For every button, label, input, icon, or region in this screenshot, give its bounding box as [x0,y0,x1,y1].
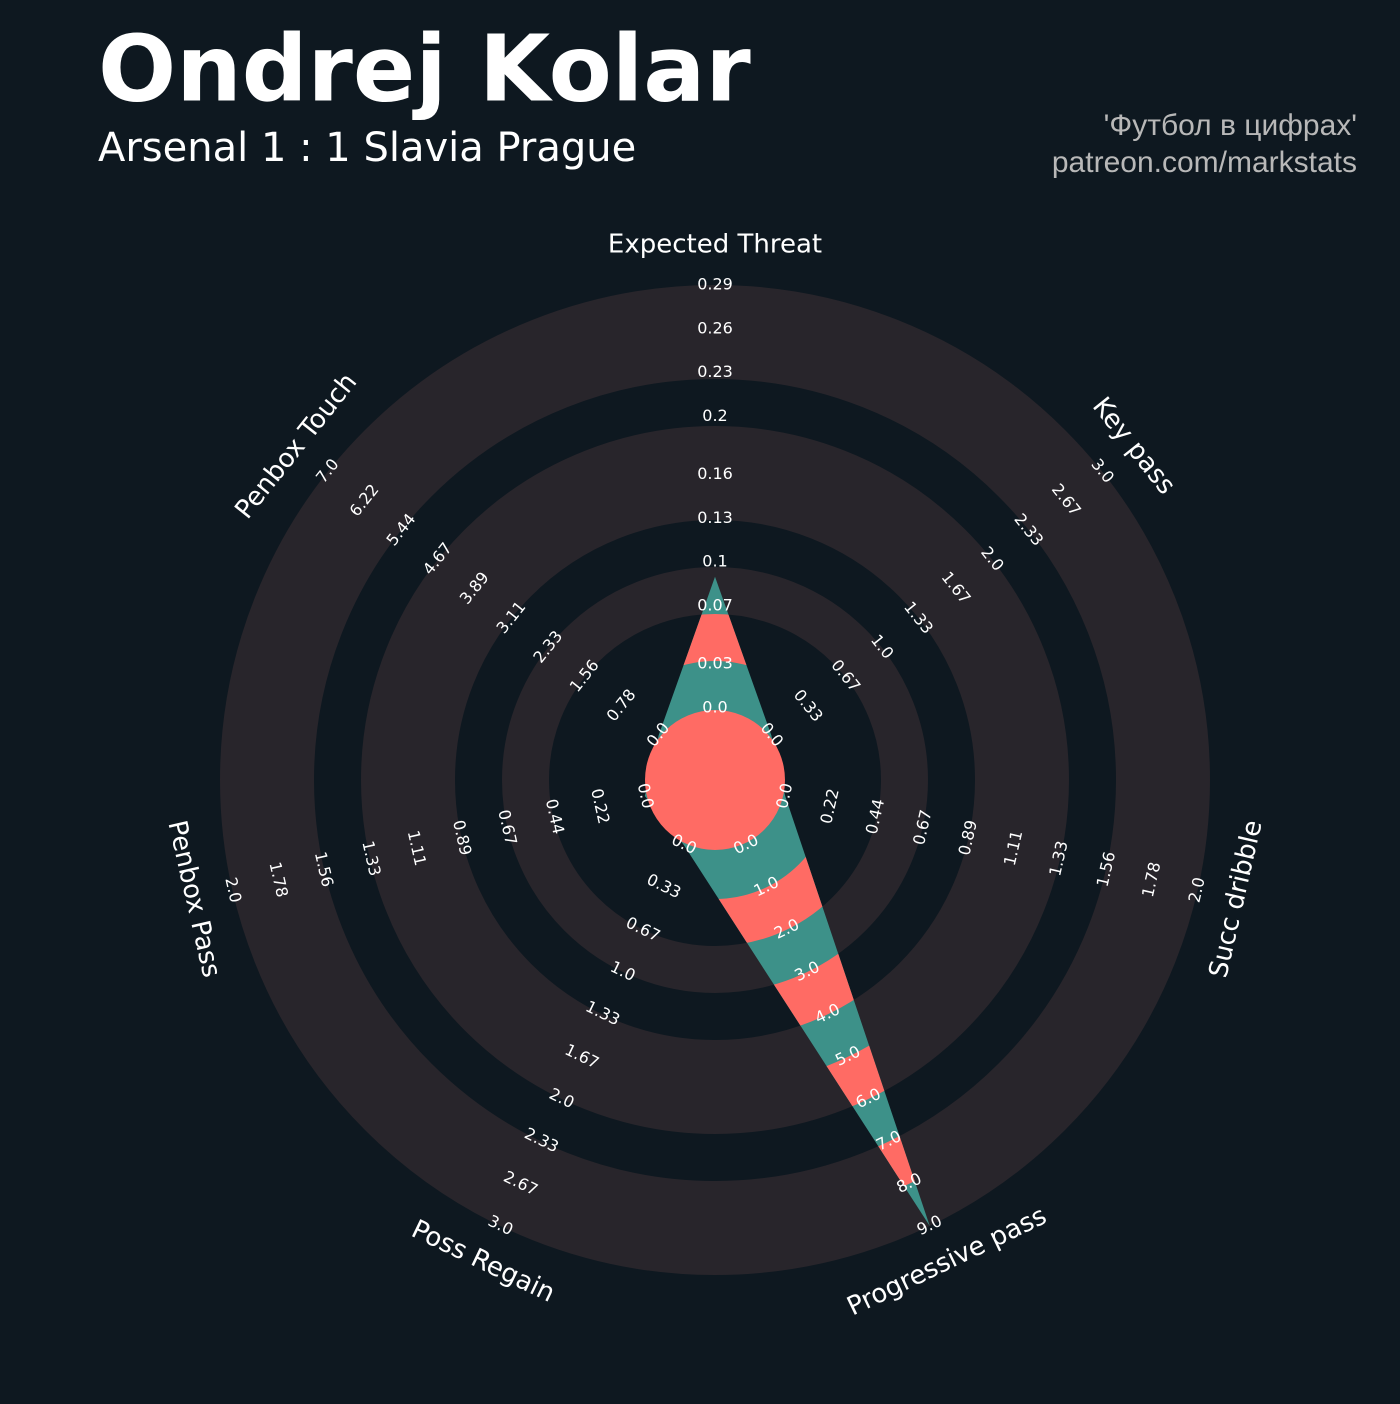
tick-label: 0.07 [697,595,733,614]
param-label: Penbox Pass [161,818,226,981]
ring [220,285,1210,1275]
tick-label: 0.78 [603,685,640,725]
param-label: Expected Threat [608,230,822,260]
rings [220,285,1210,1275]
tick-label: 0.16 [697,464,733,483]
inner-circle [645,710,785,850]
credit: patreon.com/markstats [1052,146,1357,179]
credit: 'Футбол в цифрах' [1104,109,1357,142]
tick-label: 0.33 [790,686,827,726]
tick-label: 0.26 [697,318,733,337]
tick-label: 0.13 [697,508,733,527]
chart-subtitle: Arsenal 1 : 1 Slavia Prague [98,125,636,171]
tick-label: 0.33 [644,870,684,903]
tick-label: 0.29 [697,275,733,294]
tick-label: 0.1 [702,552,727,571]
tick-label: 0.23 [697,362,733,381]
tick-label: 0.22 [587,787,613,826]
tick-label: 0.0 [702,698,727,717]
tick-label: 0.2 [702,406,727,425]
tick-label: 0.03 [697,654,733,673]
ring [361,426,1069,1134]
chart-title: Ondrej Kolar [98,15,751,122]
param-label: Succ dribble [1204,817,1269,980]
tick-label: 0.22 [816,787,842,826]
